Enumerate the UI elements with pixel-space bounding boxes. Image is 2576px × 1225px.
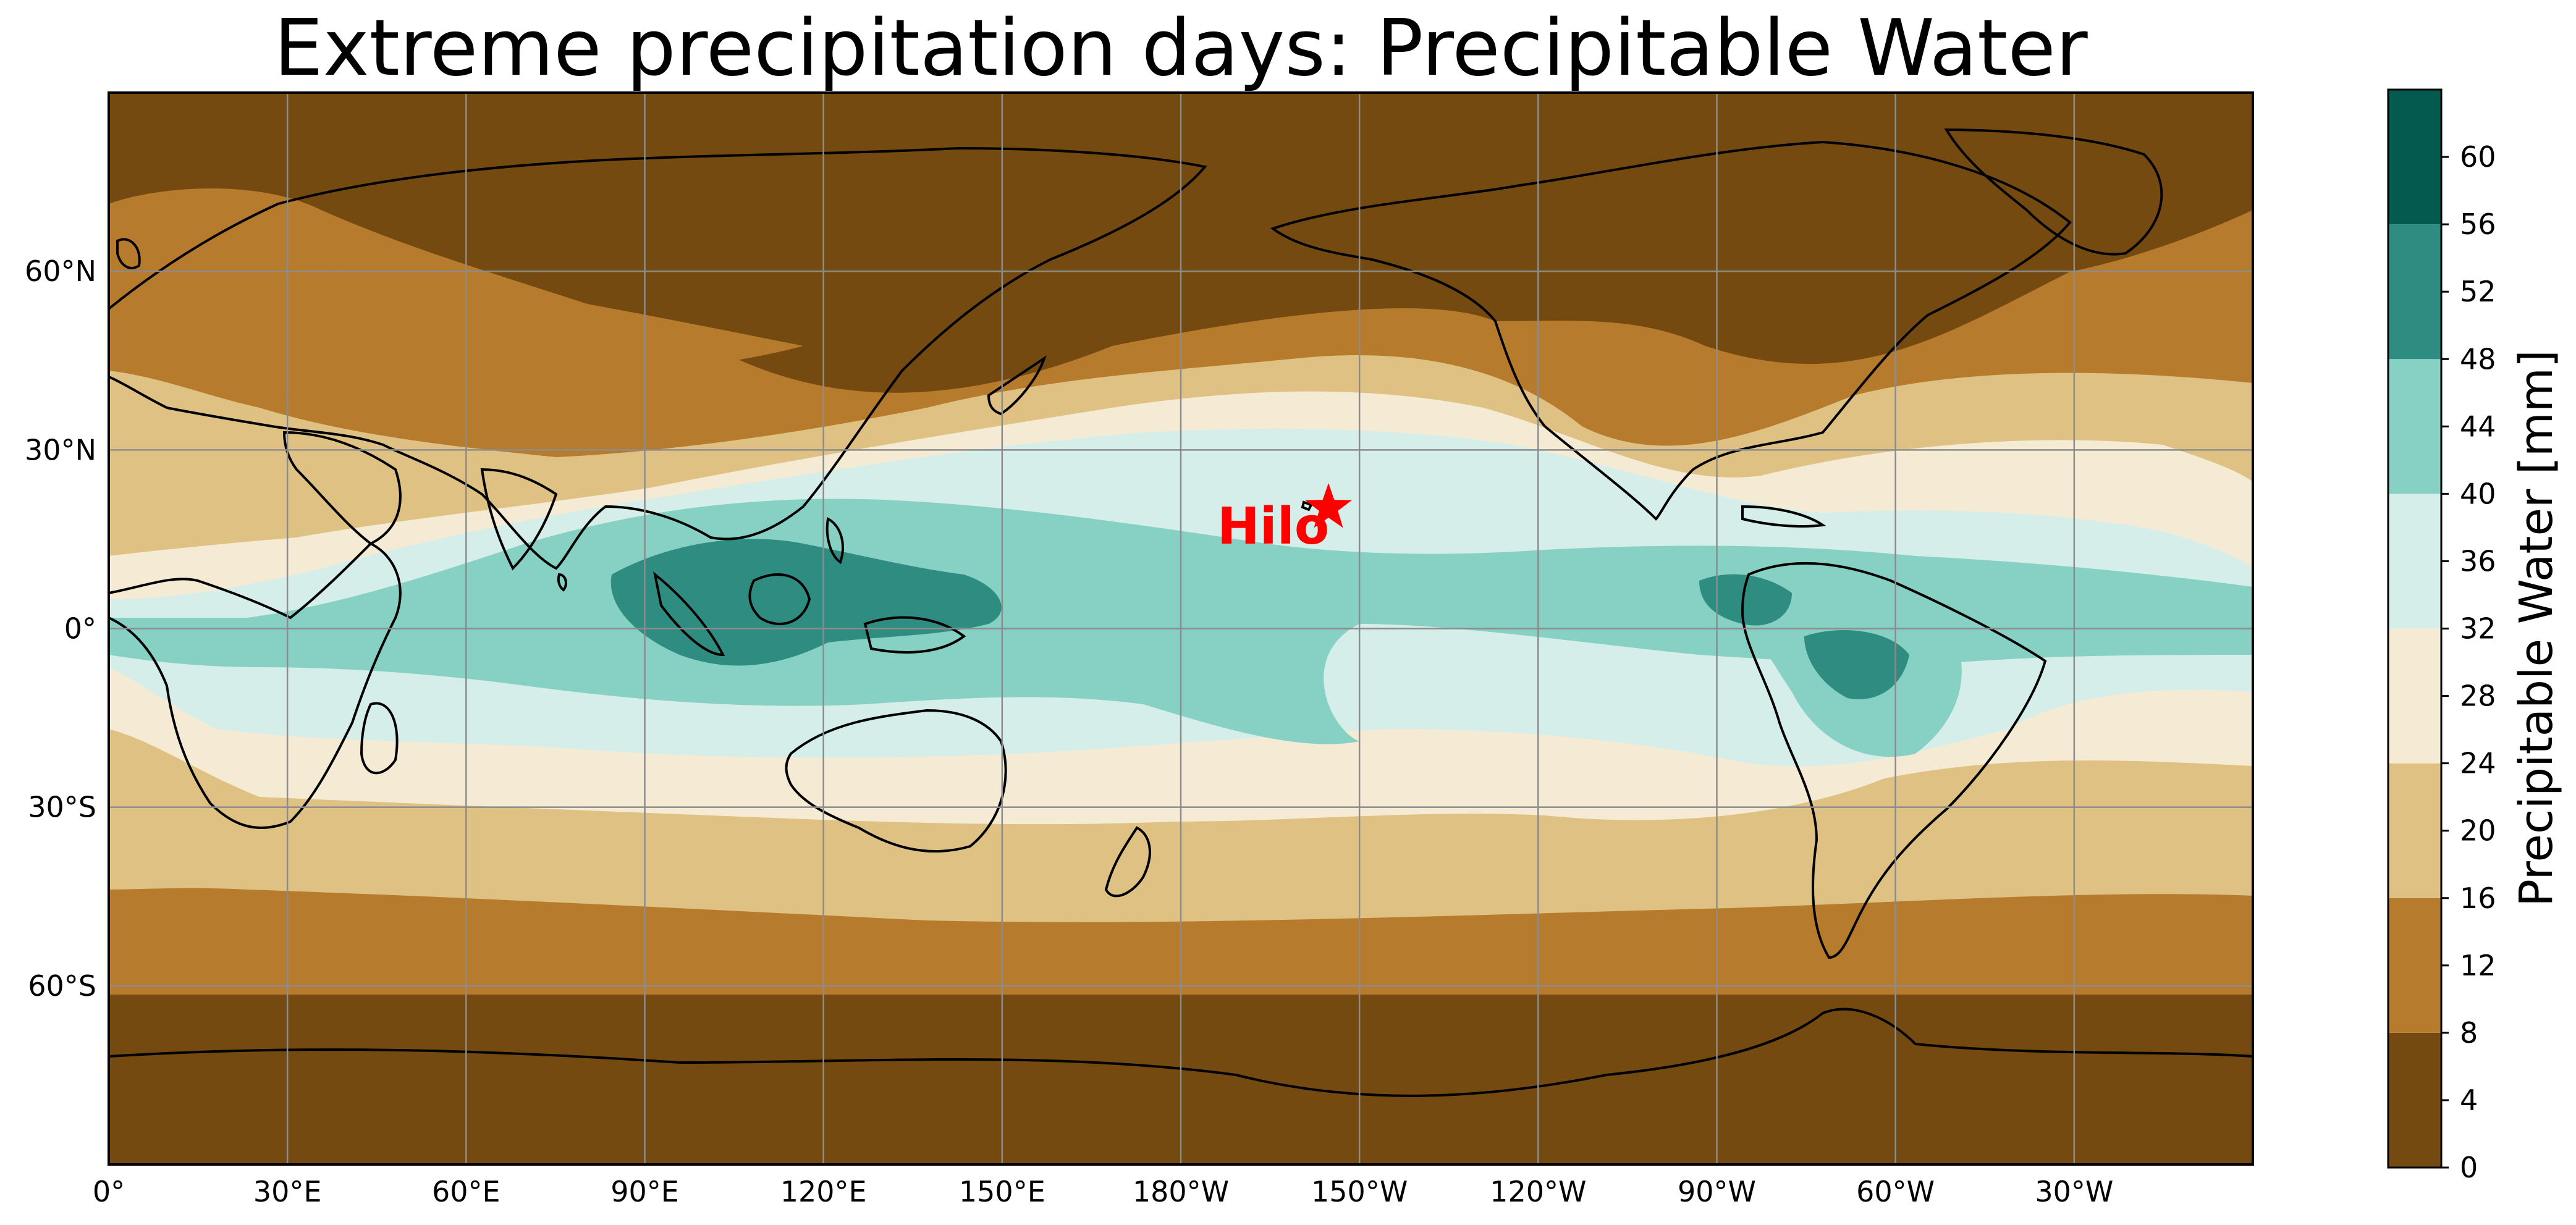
x-tick-label: 150°W bbox=[1311, 1175, 1408, 1208]
coastline-new-zealand bbox=[1104, 826, 1151, 898]
x-tick-label: 90°W bbox=[1678, 1175, 1756, 1208]
pw-level-8-16-eurasia bbox=[109, 269, 803, 399]
colorbar-band bbox=[2388, 224, 2441, 360]
x-tick-label: 120°W bbox=[1490, 1175, 1586, 1208]
y-tick-label: 60°N bbox=[25, 255, 96, 288]
colorbar-tick-label: 8 bbox=[2460, 1016, 2478, 1050]
gridlines bbox=[109, 93, 2253, 1164]
map-frame bbox=[108, 91, 2254, 1166]
coastline-uk bbox=[116, 238, 141, 269]
colorbar-band bbox=[2388, 1032, 2441, 1168]
x-tick-label: 60°E bbox=[432, 1175, 500, 1208]
y-tick-label: 60°S bbox=[28, 969, 96, 1003]
coastline-japan bbox=[987, 355, 1047, 416]
coastline-madagascar bbox=[360, 702, 399, 775]
longitude-tick-labels: 0° 30°E 60°E 90°E 120°E 150°E 180°W 150°W 120°W 9… bbox=[93, 1175, 2113, 1208]
y-tick-label: 0° bbox=[64, 612, 96, 646]
coastline-sumatra bbox=[652, 571, 725, 657]
map-title: Extreme precipitation days: Precipitable… bbox=[274, 2, 2088, 93]
coastline-eurasia bbox=[109, 146, 1207, 570]
x-tick-label: 30°W bbox=[2035, 1175, 2113, 1208]
coastline-arabia bbox=[282, 431, 402, 545]
x-tick-label: 120°E bbox=[780, 1175, 867, 1208]
y-tick-label: 30°N bbox=[25, 433, 96, 466]
colorbar-tick-label: 56 bbox=[2460, 208, 2496, 241]
colorbar-band bbox=[2388, 90, 2441, 225]
coastline-south-america bbox=[1741, 562, 2047, 959]
colorbar-tick-label: 4 bbox=[2460, 1084, 2478, 1117]
hilo-label: Hilo bbox=[1217, 497, 1329, 556]
coastline-sri-lanka bbox=[557, 573, 567, 592]
coastline-antarctica bbox=[109, 1008, 2253, 1097]
colorbar-tick-label: 44 bbox=[2460, 410, 2496, 443]
colorbar-tick-label: 28 bbox=[2460, 680, 2496, 713]
y-tick-label: 30°S bbox=[28, 791, 96, 824]
colorbar-tick-label: 24 bbox=[2460, 747, 2496, 780]
coastline-philippines bbox=[826, 516, 844, 565]
pw-level-48-56-colombia bbox=[1699, 574, 1792, 626]
x-tick-label: 150°E bbox=[959, 1175, 1045, 1208]
star-icon bbox=[1305, 483, 1352, 528]
colorbar-tick-label: 48 bbox=[2460, 342, 2496, 376]
coastline-borneo bbox=[748, 573, 811, 625]
coastline-africa bbox=[109, 542, 402, 829]
coastline-new-guinea bbox=[863, 616, 966, 654]
colorbar-tick-label: 60 bbox=[2460, 140, 2496, 174]
coastlines bbox=[109, 128, 2253, 1097]
x-tick-label: 0° bbox=[93, 1175, 125, 1208]
pw-level-48-56-amazon bbox=[1804, 630, 1909, 699]
colorbar-tick-label: 0 bbox=[2460, 1151, 2478, 1184]
x-tick-label: 30°E bbox=[253, 1175, 322, 1208]
colorbar-tick-label: 52 bbox=[2460, 275, 2496, 308]
colorbar-tick-label: 16 bbox=[2460, 882, 2496, 915]
coastline-greenland bbox=[1944, 128, 2163, 256]
colorbar-tick-label: 12 bbox=[2460, 949, 2496, 982]
x-tick-label: 60°W bbox=[1856, 1175, 1935, 1208]
map-panel bbox=[109, 93, 2253, 1164]
colorbar-label: Precipitable Water [mm] bbox=[2510, 350, 2563, 907]
coastline-india bbox=[480, 468, 558, 571]
colorbar-tick-label: 20 bbox=[2460, 814, 2496, 848]
colorbar-tick-label: 40 bbox=[2460, 477, 2496, 510]
latitude-tick-labels: 60°N 30°N 0° 30°S 60°S bbox=[25, 255, 96, 1003]
colorbar-tick-label: 36 bbox=[2460, 544, 2496, 578]
coastline-australia bbox=[785, 709, 1007, 853]
pw-level-48-56-warm-pool bbox=[610, 539, 1002, 666]
hilo-marker: Hilo bbox=[1217, 483, 1352, 556]
x-tick-label: 180°W bbox=[1133, 1175, 1229, 1208]
coastline-cuba bbox=[1741, 505, 1826, 528]
colorbar-band bbox=[2388, 359, 2441, 494]
colorbar-band bbox=[2388, 628, 2441, 764]
colorbar-band bbox=[2388, 763, 2441, 898]
x-tick-label: 90°E bbox=[610, 1175, 679, 1208]
colorbar-bands bbox=[2388, 90, 2441, 1168]
colorbar-tick-label: 32 bbox=[2460, 612, 2496, 646]
colorbar-band bbox=[2388, 898, 2441, 1033]
coastline-hawaii bbox=[1301, 500, 1313, 511]
colorbar-band bbox=[2388, 494, 2441, 629]
coastline-north-america bbox=[1270, 140, 2072, 521]
